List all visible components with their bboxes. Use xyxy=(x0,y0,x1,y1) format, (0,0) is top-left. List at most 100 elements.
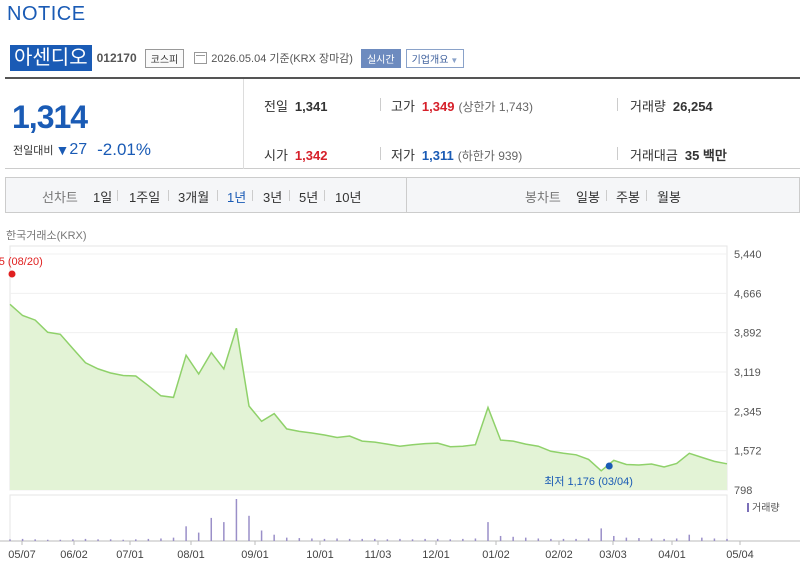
volume-bar xyxy=(499,535,502,541)
y-tick-label: 1,572 xyxy=(734,446,762,458)
y-tick-label: 3,119 xyxy=(734,367,761,379)
chevron-down-icon: ▼ xyxy=(450,55,459,65)
volume-bar xyxy=(688,534,691,541)
x-tick-label: 06/02 xyxy=(60,549,88,561)
volume-bar xyxy=(84,538,87,541)
volume-bar xyxy=(197,532,200,541)
tab-separator xyxy=(606,190,607,201)
volume-bar xyxy=(713,538,716,541)
tab-separator xyxy=(168,190,169,201)
volume-bar xyxy=(34,539,36,541)
divider xyxy=(380,147,381,160)
stat-amount: 거래대금 35 백만 xyxy=(630,145,727,164)
max-price-marker xyxy=(8,270,16,278)
x-tick-label: 12/01 xyxy=(422,549,450,561)
x-tick-label: 11/03 xyxy=(365,549,392,561)
down-arrow-icon: ▼ xyxy=(55,142,70,158)
tab-3m[interactable]: 3개월 xyxy=(178,190,210,205)
volume-bar xyxy=(323,538,326,541)
tab-10y[interactable]: 10년 xyxy=(335,190,362,205)
divider xyxy=(617,98,618,111)
volume-bar xyxy=(235,499,238,541)
company-overview-dropdown[interactable]: 기업개요 ▼ xyxy=(405,48,465,68)
company-overview-label: 기업개요 xyxy=(411,54,449,66)
volume-bar xyxy=(59,539,62,541)
volume-bar xyxy=(650,538,653,541)
volume-bar xyxy=(109,539,112,541)
volume-bar xyxy=(663,538,665,541)
stat-volume-label: 거래량 xyxy=(630,99,666,114)
volume-bar xyxy=(172,537,175,541)
volume-bar xyxy=(210,517,213,541)
tab-weekly[interactable]: 주봉 xyxy=(616,190,640,205)
y-tick-label: 5,440 xyxy=(734,249,762,261)
stat-high: 고가 1,349 (상한가 1,743) xyxy=(391,96,533,115)
volume-bar xyxy=(550,538,552,541)
volume-bar xyxy=(298,538,301,541)
volume-legend-label: 거래량 xyxy=(752,502,780,514)
stat-prev: 전일 1,341 xyxy=(264,96,327,115)
volume-bar xyxy=(361,538,363,541)
volume-bar xyxy=(46,539,49,541)
stat-low-label: 저가 xyxy=(391,148,415,163)
volume-bar xyxy=(625,537,628,541)
volume-bar xyxy=(97,539,99,541)
volume-bar xyxy=(147,538,150,541)
realtime-button[interactable]: 실시간 xyxy=(360,48,401,68)
min-price-marker xyxy=(605,462,613,470)
stat-low-limit: (하한가 939) xyxy=(457,149,523,163)
volume-bar xyxy=(260,530,263,541)
x-tick-label: 05/07 xyxy=(8,549,36,561)
price-change: 전일대비 ▼ 27 -2.01% xyxy=(13,140,151,160)
base-date: 2026.05.04 기준(KRX 장마감) xyxy=(211,53,353,65)
volume-bar xyxy=(436,538,439,541)
tab-separator xyxy=(324,190,325,201)
candle-chart-heading: 봉차트 xyxy=(525,190,561,205)
volume-bar xyxy=(537,538,540,541)
market-badge: 코스피 xyxy=(144,48,185,68)
y-tick-label: 3,892 xyxy=(734,328,762,340)
tab-1w[interactable]: 1주일 xyxy=(129,190,161,205)
tabs-divider xyxy=(406,178,407,212)
stat-high-label: 고가 xyxy=(391,99,415,114)
change-value: 27 xyxy=(69,141,88,158)
volume-bar xyxy=(21,538,24,541)
stock-name[interactable]: 아센디오 xyxy=(10,45,92,71)
tab-separator xyxy=(646,190,647,201)
tab-5y[interactable]: 5년 xyxy=(299,190,319,205)
volume-bar xyxy=(487,522,489,541)
tab-separator xyxy=(289,190,290,201)
volume-bar xyxy=(9,539,11,541)
volume-bar xyxy=(135,539,137,541)
tab-1d[interactable]: 1일 xyxy=(93,190,113,205)
volume-bar xyxy=(285,537,288,541)
volume-bar xyxy=(348,538,351,541)
y-tick-label: 798 xyxy=(734,485,752,497)
tab-daily[interactable]: 일봉 xyxy=(576,190,600,205)
stat-volume: 거래량 26,254 xyxy=(630,96,713,115)
volume-legend-swatch xyxy=(747,503,749,512)
tab-monthly[interactable]: 월봉 xyxy=(657,190,681,205)
volume-bar xyxy=(336,538,338,541)
volume-bar xyxy=(638,538,640,541)
stock-header: 아센디오 012170 코스피 2026.05.04 기준(KRX 장마감) 실… xyxy=(10,44,465,72)
tab-3y[interactable]: 3년 xyxy=(263,190,283,205)
volume-bar xyxy=(248,515,250,541)
volume-bar xyxy=(701,537,703,541)
stat-high-limit: (상한가 1,743) xyxy=(458,100,533,114)
volume-bar xyxy=(474,538,477,541)
volume-frame xyxy=(9,494,728,542)
tab-1y[interactable]: 1년 xyxy=(227,190,247,205)
divider xyxy=(617,147,618,160)
volume-bar xyxy=(675,538,678,541)
min-price-label: 최저 1,176 (03/04) xyxy=(544,475,633,488)
stat-amount-label: 거래대금 xyxy=(630,148,678,163)
volume-bar xyxy=(374,538,376,541)
chart-tabs: 선차트 1일 1주일 3개월 1년 3년 5년 10년 봉차트 일봉 주봉 월봉 xyxy=(5,177,800,213)
stat-low: 저가 1,311 (하한가 939) xyxy=(391,145,522,164)
x-tick-label: 01/02 xyxy=(482,549,510,561)
price-area xyxy=(10,304,727,490)
volume-bar xyxy=(122,539,124,541)
volume-bar xyxy=(587,538,590,541)
